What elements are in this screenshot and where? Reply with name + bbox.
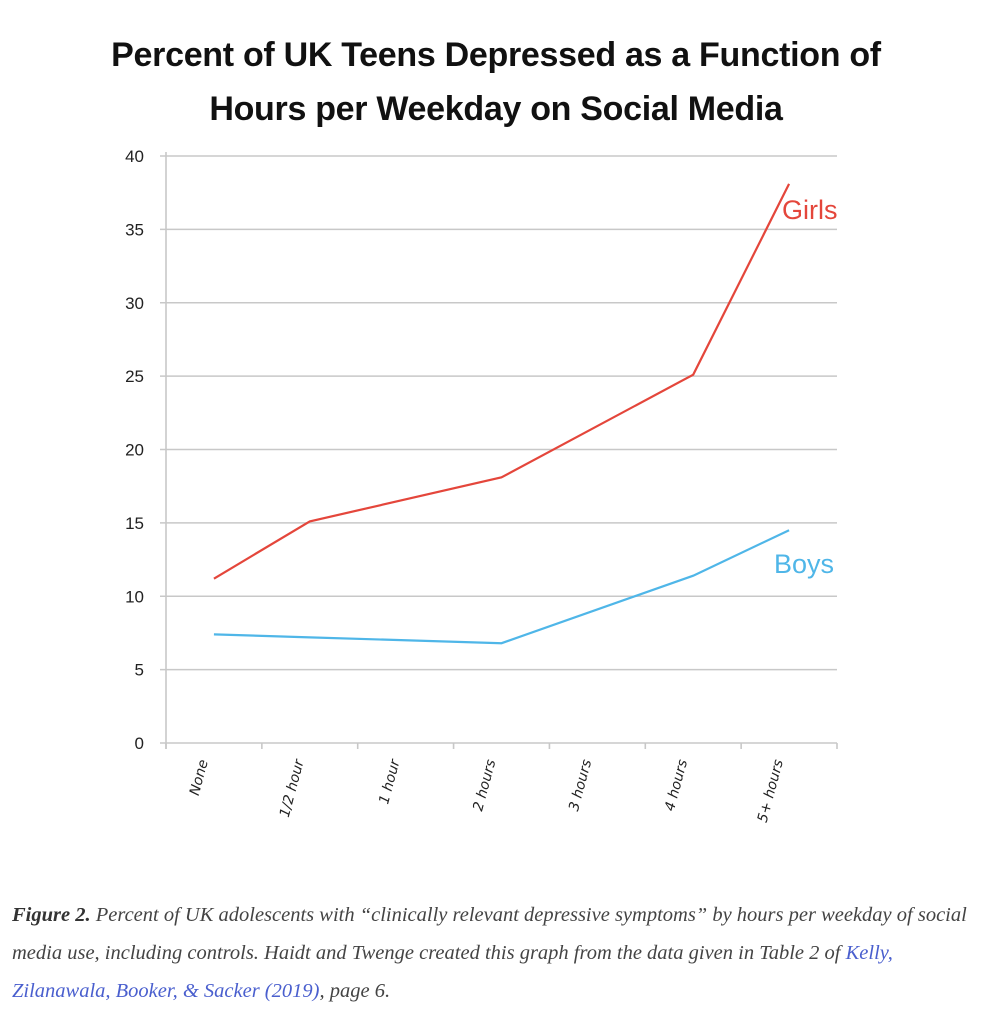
y-tick-label: 20 [125, 441, 144, 460]
y-tick-label: 0 [135, 734, 144, 753]
chart-title-line-2: Hours per Weekday on Social Media [209, 90, 783, 128]
caption-text: Percent of UK adolescents with “clinical… [12, 904, 967, 964]
chart-title: Percent of UK Teens Depressed as a Funct… [0, 28, 992, 136]
y-tick-label: 40 [125, 147, 144, 166]
citation-link[interactable]: Kelly, Zilanawala, Booker, & Sacker (201… [12, 942, 893, 1002]
figure-caption: Figure 2. Percent of UK adolescents with… [12, 896, 982, 1010]
x-axis-ticks: None 1/2 hour 1 hour 2 hours 3 hours 4 hours 5… [187, 757, 787, 825]
y-tick-label: 30 [125, 294, 144, 313]
x-tick-label: 3 hours [566, 758, 595, 813]
series-labels: Girls Boys [774, 195, 838, 579]
y-axis-ticks: 0 5 10 15 20 25 30 35 40 [125, 147, 144, 753]
series-line-girls [213, 183, 791, 580]
series-label-girls: Girls [782, 195, 838, 225]
series-label-boys: Boys [774, 549, 834, 579]
figure-label: Figure 2. [12, 904, 91, 926]
x-tick-label: 2 hours [470, 758, 499, 813]
x-tick-label: 4 hours [662, 758, 691, 813]
caption-text-end: , page 6. [319, 980, 391, 1002]
x-tick-label: 1/2 hour [277, 757, 308, 819]
chart-title-line-1: Percent of UK Teens Depressed as a Funct… [111, 36, 881, 74]
axes [160, 152, 838, 749]
x-tick-label: None [187, 758, 212, 797]
y-tick-label: 25 [125, 367, 144, 386]
line-chart: 0 5 10 15 20 25 30 35 40 None 1/2 hour 1 hour 2 hou… [125, 147, 838, 825]
x-tick-label: 1 hour [376, 757, 404, 806]
y-tick-label: 10 [125, 587, 144, 606]
y-tick-label: 35 [125, 220, 144, 239]
y-tick-label: 15 [125, 514, 144, 533]
y-tick-label: 5 [135, 661, 144, 680]
gridlines [160, 155, 837, 671]
series-lines [213, 183, 791, 645]
series-line-boys [213, 529, 790, 645]
x-tick-label: 5+ hours [755, 758, 787, 824]
